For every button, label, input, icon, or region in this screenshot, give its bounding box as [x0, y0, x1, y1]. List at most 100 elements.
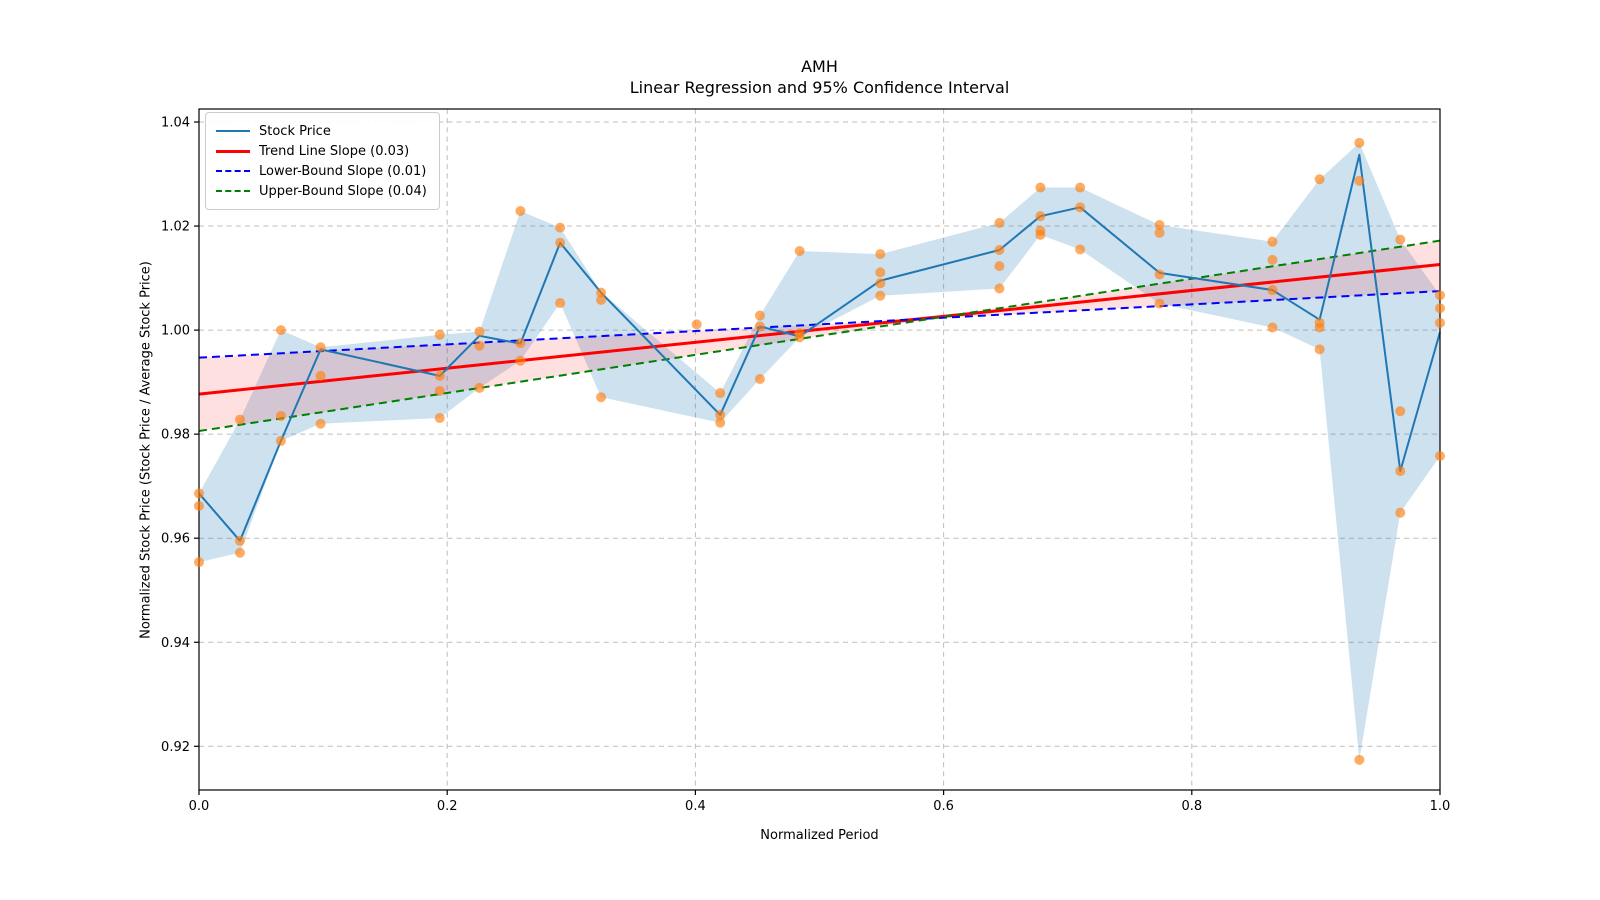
legend-item-3: Upper-Bound Slope (0.04): [216, 181, 427, 201]
legend-item-0: Stock Price: [216, 121, 427, 141]
scatter-point: [555, 237, 566, 248]
axes-frame: [198, 108, 1441, 791]
scatter-point: [1154, 220, 1165, 231]
scatter-point: [754, 310, 765, 321]
trend-line: [198, 263, 1441, 396]
y-axis-label: Normalized Stock Price (Stock Price / Av…: [138, 261, 154, 639]
stock-price-line: [198, 153, 1441, 542]
scatter-point: [275, 325, 286, 336]
y-tick-label: 0.98: [161, 428, 190, 443]
legend-item-label: Lower-Bound Slope (0.01): [259, 163, 427, 179]
scatter-point: [875, 290, 886, 301]
scatter-point: [194, 500, 204, 511]
scatter-point: [1354, 137, 1365, 148]
scatter-point: [715, 417, 726, 428]
stock-price-minmax-band: [199, 142, 1440, 760]
y-tick-label: 0.96: [161, 532, 190, 547]
scatter-point: [315, 418, 326, 429]
scatter-point: [1395, 507, 1406, 518]
scatter-point: [275, 435, 286, 446]
legend-line-sample: [216, 190, 250, 192]
scatter-point: [194, 557, 204, 568]
legend-item-label: Upper-Bound Slope (0.04): [259, 183, 427, 199]
scatter-point: [715, 409, 726, 420]
legend-item-label: Trend Line Slope (0.03): [259, 143, 410, 159]
scatter-point: [794, 246, 805, 257]
scatter-point: [1075, 202, 1086, 213]
scatter-point: [434, 385, 445, 396]
legend-item-2: Lower-Bound Slope (0.01): [216, 161, 427, 181]
scatter-point: [596, 287, 607, 298]
scatter-point: [1435, 303, 1445, 314]
scatter-point: [1395, 466, 1406, 477]
scatter-point: [1435, 451, 1445, 462]
legend-line-sample: [216, 130, 250, 132]
legend-item-label: Stock Price: [259, 123, 331, 139]
scatter-point: [1435, 290, 1445, 301]
scatter-point: [474, 326, 485, 337]
scatter-point: [1314, 322, 1325, 333]
scatter-point: [275, 410, 286, 421]
scatter-point: [1395, 406, 1406, 417]
x-axis-label: Normalized Period: [760, 828, 879, 843]
scatter-point: [234, 414, 245, 425]
legend-line-sample: [216, 149, 250, 153]
x-tick-label: 1.0: [1430, 799, 1451, 814]
scatter-point: [555, 222, 566, 233]
scatter-point: [1435, 317, 1445, 328]
scatter-point: [754, 321, 765, 332]
chart-title-symbol: AMH: [801, 57, 838, 76]
scatter-point: [994, 244, 1005, 255]
scatter-point: [315, 370, 326, 381]
scatter-point: [596, 392, 607, 403]
scatter-point: [434, 370, 445, 381]
scatter-point: [434, 413, 445, 424]
y-tick-label: 0.94: [161, 636, 190, 651]
scatter-point: [1075, 182, 1086, 193]
upper-bound-line: [198, 239, 1441, 433]
chart-title: AMH Linear Regression and 95% Confidence…: [199, 56, 1440, 98]
scatter-point: [1267, 285, 1278, 296]
scatter-point: [1267, 236, 1278, 247]
scatter-point: [1314, 174, 1325, 185]
scatter-point: [1075, 244, 1086, 255]
scatter-point: [1267, 254, 1278, 265]
scatter-point: [596, 294, 607, 305]
scatter-point: [1035, 182, 1046, 193]
scatter-point: [555, 298, 566, 309]
scatter-point: [474, 340, 485, 351]
x-tick-label: 0.6: [933, 799, 954, 814]
y-tick-label: 1.02: [161, 220, 190, 235]
legend-line-sample: [216, 170, 250, 172]
scatter-point: [994, 217, 1005, 228]
scatter-point: [691, 319, 702, 330]
scatter-point: [1395, 234, 1406, 245]
scatter-point: [474, 382, 485, 393]
chart-title-subtitle: Linear Regression and 95% Confidence Int…: [629, 78, 1010, 97]
y-tick-label: 1.00: [161, 324, 190, 339]
scatter-point: [1354, 754, 1365, 765]
scatter-point: [1154, 227, 1165, 238]
scatter-point: [754, 374, 765, 385]
scatter-point: [994, 261, 1005, 272]
scatter-point: [794, 332, 805, 343]
scatter-point: [234, 535, 245, 546]
scatter-point: [1035, 229, 1046, 240]
scatter-point: [875, 267, 886, 278]
scatter-point: [715, 388, 726, 399]
scatter-point: [515, 355, 526, 366]
scatter-point: [315, 342, 326, 353]
y-tick-label: 1.04: [161, 116, 190, 131]
x-tick-label: 0.0: [189, 799, 210, 814]
scatter-point: [1035, 211, 1046, 222]
x-tick-label: 0.2: [437, 799, 458, 814]
legend: Stock Price Trend Line Slope (0.03) Lower-…: [205, 112, 440, 210]
scatter-point: [1354, 175, 1365, 186]
scatter-point: [515, 338, 526, 349]
scatter-point: [1154, 298, 1165, 309]
x-tick-label: 0.8: [1181, 799, 1202, 814]
scatter-point: [875, 249, 886, 260]
x-tick-label: 0.4: [685, 799, 706, 814]
